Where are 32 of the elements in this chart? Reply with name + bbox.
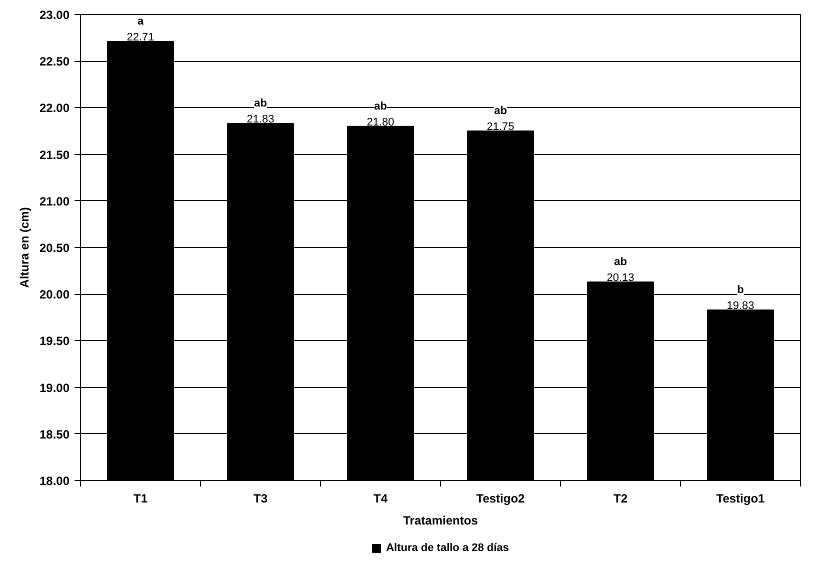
- y-tick-label: 20.50: [39, 241, 70, 255]
- annotation: ab: [494, 105, 508, 117]
- y-tick-label: 21.00: [39, 194, 70, 208]
- y-tick-label: 19.00: [39, 380, 70, 395]
- data-label: 21.80: [366, 116, 394, 128]
- annotation: ab: [614, 256, 628, 268]
- x-axis-title: Tratamientos: [403, 514, 478, 528]
- x-tick-label: Testigo1: [716, 492, 766, 506]
- annotation: ab: [374, 100, 388, 112]
- y-axis-title: Altura en (cm): [17, 207, 32, 288]
- data-label: 19.83: [726, 300, 754, 312]
- data-label: 22.71: [126, 32, 154, 44]
- y-tick-label: 21.50: [39, 148, 70, 162]
- annotation: b: [737, 284, 744, 296]
- data-label: 20.13: [606, 272, 634, 284]
- x-tick-label: T2: [614, 492, 628, 506]
- y-tick-label: 18.00: [39, 474, 70, 488]
- y-tick-label: 23.00: [39, 8, 70, 22]
- y-tick-label: 22.00: [39, 101, 70, 116]
- y-tick-label: 22.50: [39, 54, 70, 69]
- x-tick-label: T3: [254, 492, 268, 506]
- x-tick-label: Testigo2: [476, 492, 526, 506]
- annotation: ab: [254, 98, 268, 110]
- y-tick-label: 18.50: [39, 427, 70, 442]
- data-label: 21.75: [486, 121, 514, 133]
- legend-label: Altura de tallo a 28 días: [386, 542, 509, 554]
- data-label: 21.83: [246, 114, 274, 126]
- y-tick-label: 19.50: [39, 334, 70, 348]
- y-tick-label: 20.00: [39, 288, 70, 302]
- x-tick-label: T4: [374, 492, 388, 506]
- annotation: a: [137, 16, 144, 28]
- x-tick-label: T1: [134, 492, 148, 506]
